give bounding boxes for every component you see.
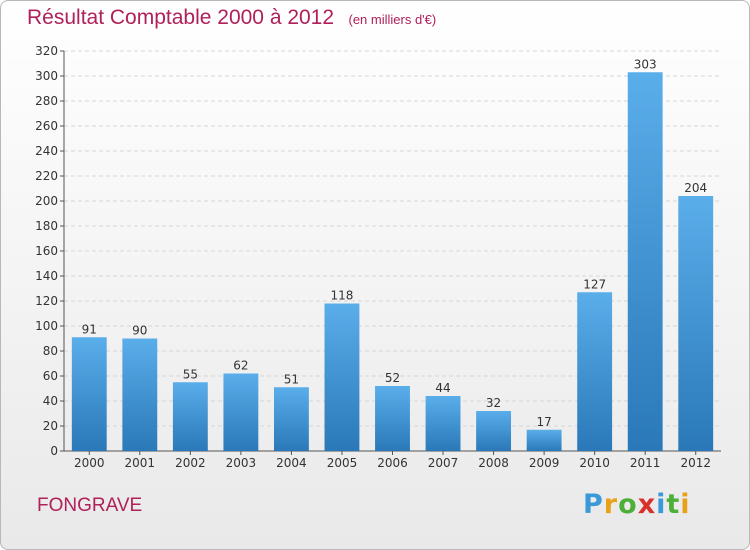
brand-letter: t [666,489,681,520]
bar-value-label: 62 [233,359,248,373]
x-tick-label: 2007 [428,456,459,470]
bar-value-label: 52 [385,371,400,385]
y-tick-label: 20 [43,419,58,433]
x-tick-label: 2005 [327,456,358,470]
y-tick-label: 160 [35,244,58,258]
bar [273,387,309,451]
x-tick-label: 2000 [74,456,105,470]
y-tick-label: 220 [35,169,58,183]
x-tick-label: 2009 [529,456,560,470]
x-tick-label: 2004 [276,456,307,470]
brand-logo: Proxiti [583,489,691,520]
bar-value-label: 127 [583,277,606,291]
bars [71,72,714,451]
brand-letter: i [656,489,667,520]
brand-letter: r [603,489,619,520]
y-tick-label: 240 [35,144,58,158]
bar [324,303,360,451]
brand-letter: i [680,489,691,520]
bar [627,72,663,451]
bar [425,396,461,451]
x-tick-label: 2011 [630,456,661,470]
grid-lines [64,50,721,427]
y-tick-label: 200 [35,194,58,208]
y-tick-label: 180 [35,219,58,233]
y-tick-label: 280 [35,94,58,108]
bar [375,386,410,451]
y-tick-label: 40 [43,394,58,408]
x-tick-label: 2001 [125,456,156,470]
location-name: FONGRAVE [37,495,143,516]
bar-value-label: 303 [634,57,657,71]
y-tick-label: 260 [35,119,58,133]
bar-value-label: 90 [132,324,147,338]
y-tick-label: 100 [35,319,58,333]
bar [122,338,158,451]
x-tick-label: 2006 [377,456,408,470]
x-tick-label: 2008 [478,456,509,470]
bar-value-label: 32 [486,396,501,410]
chart-title-main: Résultat Comptable 2000 à 2012 [27,6,335,29]
brand-letter: P [583,489,604,520]
y-tick-label: 80 [43,344,58,358]
y-tick-label: 140 [35,269,58,283]
x-tick-label: 2010 [579,456,610,470]
bar-value-label: 118 [331,289,354,303]
bar [476,411,512,451]
bar [526,429,562,451]
bar-value-label: 51 [284,372,299,386]
bar [172,382,208,451]
bar-value-label: 91 [82,322,97,336]
bar [223,373,259,451]
x-tick-label: 2002 [175,456,206,470]
bar-value-label: 17 [536,415,551,429]
bar [678,196,714,451]
x-tick-label: 2003 [226,456,257,470]
labels: 91 2000 90 2001 55 2002 62 2003 51 2004 118 2005 52 2… [74,57,711,470]
chart-title: Résultat Comptable 2000 à 2012 (en milli… [27,6,436,30]
y-tick-label: 60 [43,369,58,383]
y-tick-label: 300 [35,69,58,83]
bar-value-label: 44 [435,381,450,395]
bar [577,292,613,451]
axes: 0 20 40 60 80 100 120 140 160 180 200 220 240 260 280 3… [35,44,721,458]
bar-value-label: 204 [684,181,707,195]
x-tick-label: 2012 [680,456,711,470]
brand-letter: x [637,489,657,520]
y-tick-label: 0 [50,444,58,458]
chart-title-unit: (en milliers d'€) [348,12,437,27]
y-tick-label: 320 [35,44,58,58]
brand-letter: o [618,489,638,520]
y-tick-label: 120 [35,294,58,308]
bar [71,337,107,451]
bar-value-label: 55 [183,367,198,381]
